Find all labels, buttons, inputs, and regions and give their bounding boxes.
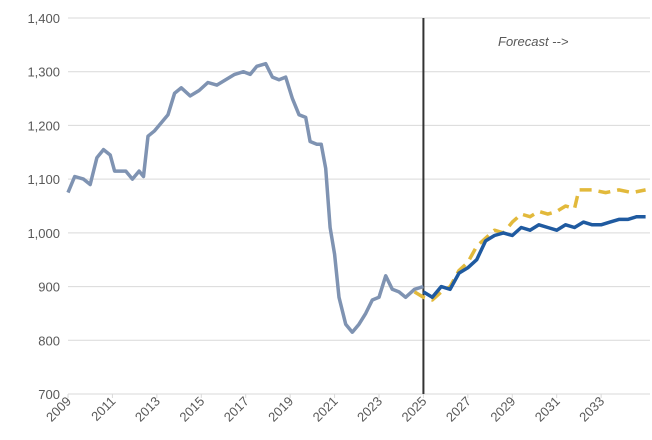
x-tick-label: 2021: [310, 394, 341, 425]
x-tick-label: 2015: [176, 394, 207, 425]
x-tick-label: 2013: [132, 394, 163, 425]
series-line: [422, 214, 646, 300]
x-tick-label: 2033: [576, 394, 607, 425]
y-tick-label: 700: [38, 387, 60, 402]
x-tick-label: 2011: [88, 394, 118, 424]
y-tick-label: 800: [38, 333, 60, 348]
y-tick-label: 1,000: [27, 226, 60, 241]
series-line: [413, 188, 646, 302]
y-tick-label: 1,400: [27, 11, 60, 26]
y-tick-label: 1,100: [27, 172, 60, 187]
x-tick-label: 2023: [354, 394, 385, 425]
y-tick-label: 900: [38, 280, 60, 295]
x-tick-label: 2019: [265, 394, 296, 425]
series-line: [66, 61, 424, 334]
y-tick-label: 1,300: [27, 65, 60, 80]
y-tick-label: 1,200: [27, 118, 60, 133]
x-tick-label: 2031: [532, 394, 563, 425]
x-tick-label: 2029: [487, 394, 518, 425]
x-tick-label: 2025: [398, 394, 429, 425]
x-tick-label: 2027: [443, 394, 474, 425]
annotation: Forecast -->: [498, 34, 569, 49]
x-tick-label: 2017: [221, 394, 252, 425]
